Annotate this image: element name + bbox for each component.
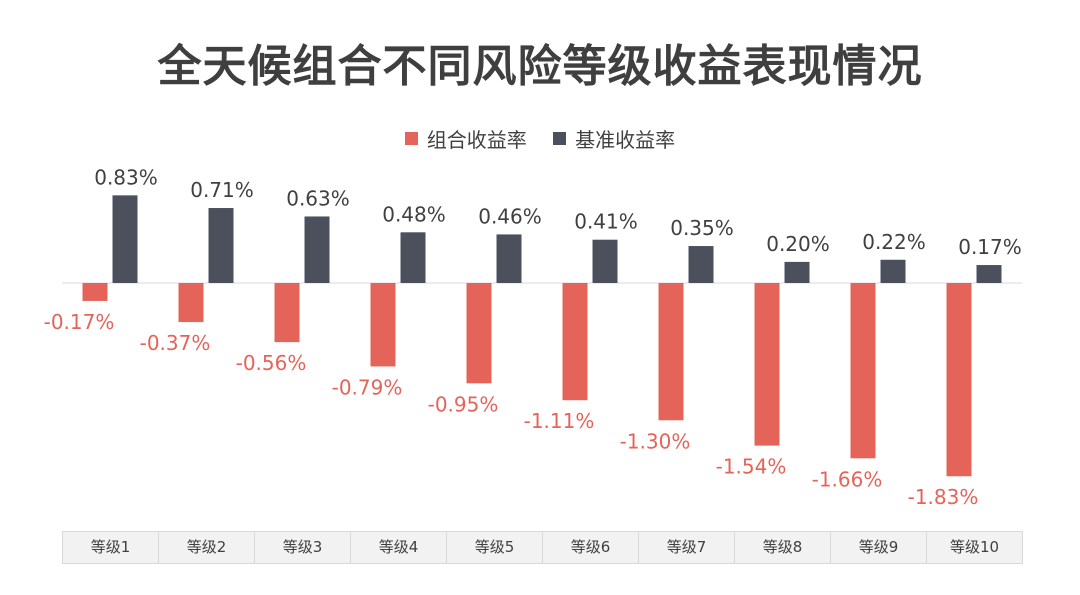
category-label-5: 等级5 (446, 531, 543, 564)
legend-item-benchmark: 基准收益率 (553, 124, 675, 153)
label-portfolio-10: -1.83% (908, 485, 979, 509)
label-benchmark-1: 0.83% (94, 165, 158, 189)
bar-benchmark-2 (208, 208, 234, 283)
bar-benchmark-8 (784, 261, 810, 283)
legend-swatch-portfolio (404, 132, 418, 145)
bar-benchmark-10 (976, 265, 1002, 283)
label-portfolio-5: -0.95% (428, 392, 499, 416)
label-benchmark-6: 0.41% (574, 210, 638, 234)
label-benchmark-7: 0.35% (670, 216, 734, 240)
label-benchmark-2: 0.71% (190, 178, 254, 202)
bar-benchmark-6 (592, 239, 618, 283)
chart-legend: 组合收益率 基准收益率 (0, 124, 1080, 153)
bar-portfolio-2 (178, 283, 204, 323)
label-portfolio-7: -1.30% (620, 429, 691, 453)
category-label-9: 等级9 (830, 531, 927, 564)
bar-portfolio-3 (274, 283, 300, 343)
category-label-3: 等级3 (254, 531, 351, 564)
category-label-1: 等级1 (62, 531, 159, 564)
bar-portfolio-1 (82, 283, 108, 301)
label-portfolio-3: -0.56% (236, 351, 307, 375)
bar-portfolio-10 (946, 283, 972, 477)
chart-title: 全天候组合不同风险等级收益表现情况 (157, 41, 923, 92)
bar-benchmark-7 (688, 246, 714, 283)
label-portfolio-2: -0.37% (140, 331, 211, 355)
bar-portfolio-4 (370, 283, 396, 367)
category-label-2: 等级2 (158, 531, 255, 564)
label-portfolio-8: -1.54% (716, 455, 787, 479)
category-label-8: 等级8 (734, 531, 831, 564)
label-portfolio-9: -1.66% (812, 467, 883, 491)
label-benchmark-8: 0.20% (766, 232, 830, 256)
label-benchmark-10: 0.17% (958, 235, 1022, 259)
bar-benchmark-5 (496, 234, 522, 283)
legend-item-portfolio: 组合收益率 (404, 124, 527, 153)
bar-benchmark-9 (880, 259, 906, 283)
category-label-10: 等级10 (926, 531, 1023, 564)
label-benchmark-3: 0.63% (286, 186, 350, 210)
bar-portfolio-9 (850, 283, 876, 459)
bar-portfolio-7 (658, 283, 684, 421)
label-portfolio-4: -0.79% (332, 375, 403, 399)
label-benchmark-4: 0.48% (382, 202, 446, 226)
label-portfolio-1: -0.17% (44, 310, 115, 334)
bars-group (82, 195, 1002, 477)
bar-benchmark-4 (400, 232, 426, 283)
bar-portfolio-8 (754, 283, 780, 446)
label-portfolio-6: -1.11% (524, 409, 595, 433)
label-benchmark-5: 0.46% (478, 204, 542, 228)
category-label-4: 等级4 (350, 531, 447, 564)
bar-portfolio-5 (466, 283, 492, 384)
bar-portfolio-6 (562, 283, 588, 401)
category-label-7: 等级7 (638, 531, 735, 564)
legend-label-portfolio: 组合收益率 (426, 128, 527, 152)
bar-benchmark-3 (304, 216, 330, 283)
bar-benchmark-1 (112, 195, 138, 283)
legend-label-benchmark: 基准收益率 (575, 128, 676, 152)
label-benchmark-9: 0.22% (862, 230, 926, 254)
data-labels-group: -0.17% -0.37% -0.56% -0.79% -0.95% -1.11% -1.3… (44, 165, 1022, 509)
category-label-6: 等级6 (542, 531, 639, 564)
legend-swatch-benchmark (553, 132, 567, 145)
